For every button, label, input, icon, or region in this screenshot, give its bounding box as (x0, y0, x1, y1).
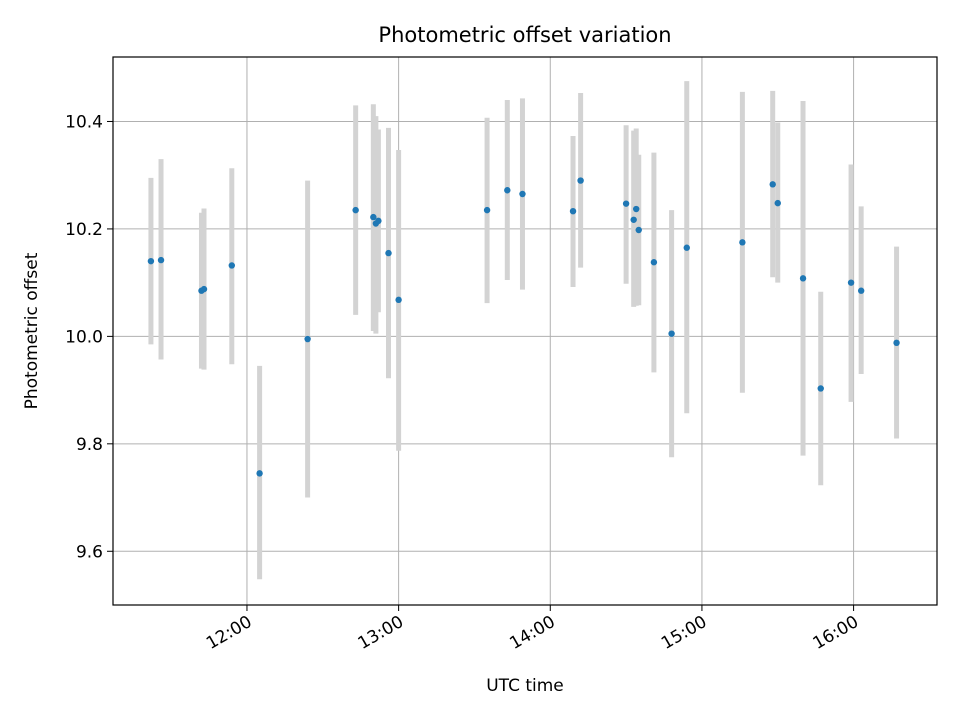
data-point (817, 385, 824, 392)
data-point (157, 256, 165, 264)
data-point (385, 249, 392, 257)
y-tick-label: 10.2 (65, 220, 103, 240)
data-point (683, 244, 690, 251)
data-point (577, 177, 584, 184)
data-point (668, 330, 675, 337)
data-point (200, 285, 208, 293)
plot-frame (112, 56, 938, 606)
y-tick-label: 9.6 (76, 542, 103, 562)
data-point (622, 200, 630, 207)
data-point (395, 296, 402, 304)
data-point (370, 213, 377, 221)
data-point (847, 279, 855, 286)
data-point (630, 216, 637, 223)
data-point (483, 206, 491, 214)
data-point (352, 206, 359, 214)
data-point (228, 262, 235, 269)
y-tick-label: 9.8 (76, 435, 103, 455)
data-point (147, 257, 155, 265)
data-point (375, 217, 382, 225)
data-point (799, 275, 807, 282)
plot-area (113, 57, 937, 605)
data-point (256, 470, 263, 477)
x-axis-label: UTC time (486, 676, 564, 696)
data-point (893, 339, 900, 347)
data-point (769, 181, 776, 188)
data-point (569, 207, 577, 215)
data-point (504, 187, 511, 194)
data-point (519, 190, 526, 198)
y-tick-label: 10.4 (65, 112, 103, 132)
y-axis-ticks: 9.6 9.8 10.0 10.2 10.4 (65, 112, 113, 562)
data-point (739, 239, 746, 246)
data-point (633, 205, 640, 213)
y-axis-label: Photometric offset (22, 252, 42, 409)
data-point (304, 335, 311, 343)
data-point (650, 259, 658, 266)
data-point (635, 226, 642, 234)
data-point (857, 287, 865, 294)
chart-title: Photometric offset variation (378, 23, 671, 47)
data-point (774, 199, 781, 207)
data-points (147, 177, 900, 477)
y-tick-label: 10.0 (65, 327, 103, 347)
